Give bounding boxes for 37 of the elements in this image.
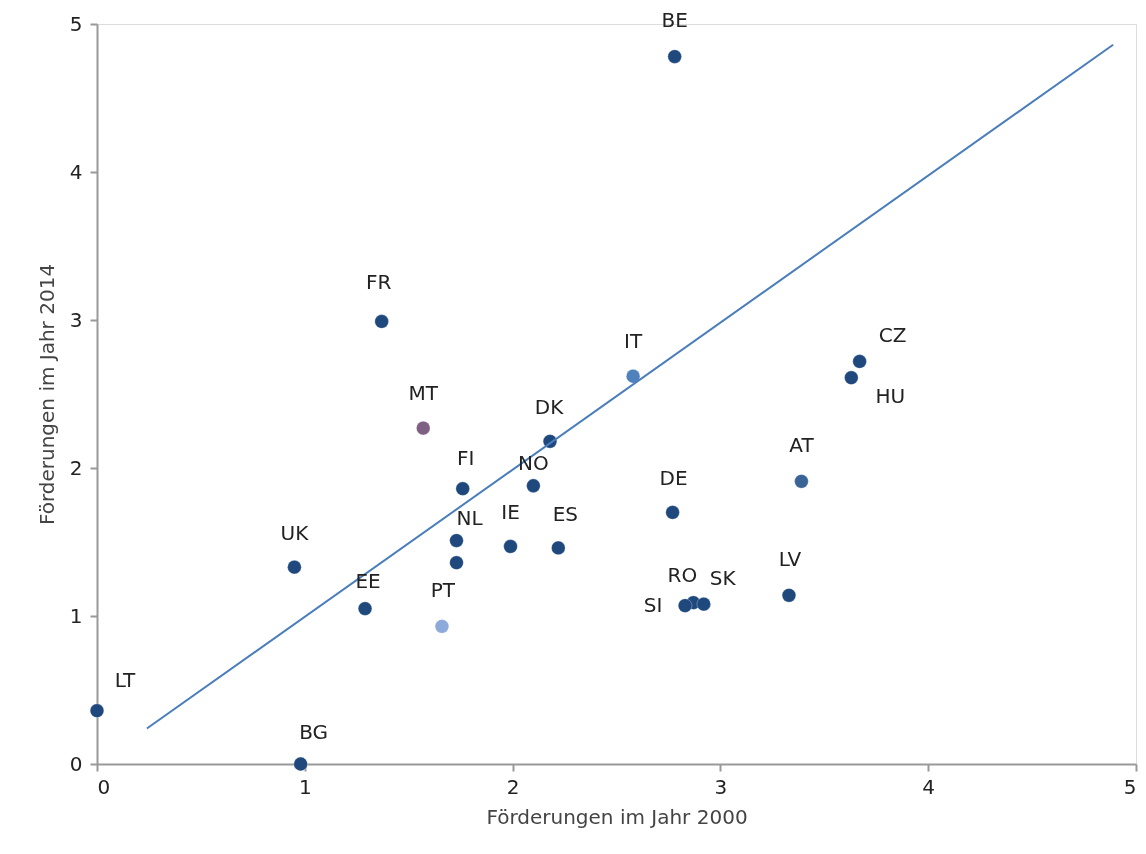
annotation: SK [709,566,737,591]
annotation: CZ [878,323,907,348]
x-tick-label: 2 [506,774,520,799]
x-tick-label: 1 [298,774,312,799]
annotation: IT [624,329,643,354]
annotation: FI [457,445,475,470]
y-tick-label: 3 [69,307,83,332]
annotation: LV [778,547,802,572]
x-tick-label: 4 [922,774,936,799]
x-tick-label: 5 [1123,774,1137,799]
y-tick-label: 1 [69,603,83,628]
y-tick-label: 2 [69,455,83,480]
annotation: BE [661,7,688,32]
annotation: IE [501,500,520,525]
annotation: MT [408,381,439,406]
y-tick-label: 4 [69,159,83,184]
annotation: ES [552,501,578,526]
annotation: EE [355,568,381,593]
x-tick-label: 3 [714,774,728,799]
annotation: NL [456,505,484,530]
annotation: RO [667,562,698,587]
x-axis-title: Förderungen im Jahr 2000 [486,804,748,829]
annotation: DE [659,466,688,491]
annotation: PT [430,578,456,603]
y-tick-label: 0 [69,751,83,776]
annotation: LT [114,667,137,692]
x-tick-label: 0 [97,774,111,799]
y-tick-label: 5 [69,11,83,36]
annotation: HU [875,383,906,408]
annotation: SI [643,592,663,617]
annotation: AT [789,433,815,458]
annotation: NO [518,450,549,475]
annotation: UK [280,521,310,546]
annotation: DK [534,395,565,420]
annotation: FR [365,270,392,295]
annotation: BG [299,720,329,744]
y-axis-title: Förderungen im Jahr 2014 [34,263,59,526]
